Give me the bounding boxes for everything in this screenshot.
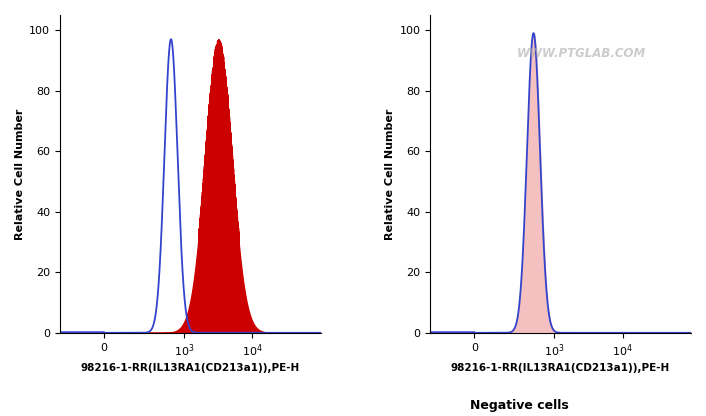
X-axis label: 98216-1-RR(IL13RA1(CD213a1)),PE-H: 98216-1-RR(IL13RA1(CD213a1)),PE-H [80, 363, 300, 373]
Text: WWW.PTGLAB.COM: WWW.PTGLAB.COM [517, 47, 646, 59]
Y-axis label: Relative Cell Number: Relative Cell Number [385, 108, 395, 240]
Text: Negative cells: Negative cells [469, 399, 568, 412]
X-axis label: 98216-1-RR(IL13RA1(CD213a1)),PE-H: 98216-1-RR(IL13RA1(CD213a1)),PE-H [451, 363, 670, 373]
Y-axis label: Relative Cell Number: Relative Cell Number [15, 108, 25, 240]
